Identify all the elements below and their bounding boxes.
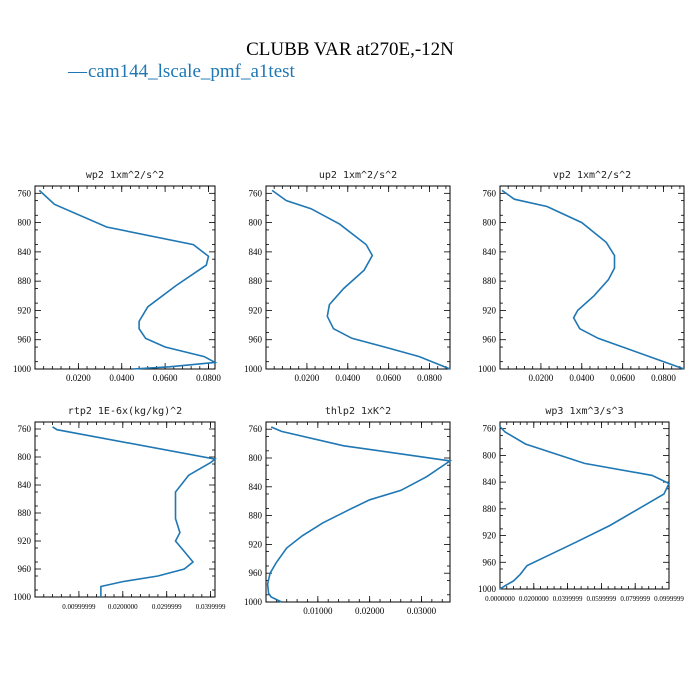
y-tick-label: 920 [18, 536, 32, 546]
subplot-title: rtp2 1E-6x(kg/kg)^2 [68, 406, 182, 417]
x-tick-label: 0.0600 [153, 373, 178, 383]
y-tick-label: 760 [249, 188, 263, 198]
legend: — cam144_lscale_pmf_a1test [67, 61, 296, 82]
y-tick-label: 920 [249, 539, 263, 549]
subplot-grid: wp2 1xm^2/s^2 760 800 840 880 920 960 1000 0.020… [13, 170, 685, 616]
x-tick-label: 0.0000000 [485, 595, 515, 603]
subplot-1: wp2 1xm^2/s^2 760 800 840 880 920 960 1000 0.020… [13, 170, 221, 383]
x-tick-label: 0.0600 [376, 373, 401, 383]
series-line [499, 426, 671, 590]
y-tick-label: 960 [18, 564, 32, 574]
y-tick-label: 1000 [244, 597, 263, 607]
x-tick-label: 0.0200 [295, 373, 320, 383]
plot-frame [499, 421, 670, 590]
y-tick-label: 840 [18, 247, 32, 257]
y-tick-label: 800 [483, 218, 497, 228]
y-tick-label: 1000 [478, 584, 497, 594]
series-line [266, 426, 453, 603]
figure-title: CLUBB VAR at270E,-12N [246, 39, 454, 60]
subplot-5: thlp2 1xK^2 760 800 840 880 920 960 1000 0.01000… [244, 406, 453, 616]
y-tick-label: 760 [249, 424, 263, 434]
plot-frame [265, 185, 451, 370]
y-tick-label: 840 [483, 477, 497, 487]
y-tick-label: 960 [249, 335, 263, 345]
y-tick-label: 880 [249, 511, 263, 521]
plot-frame [34, 421, 216, 598]
y-tick-label: 880 [483, 276, 497, 286]
x-tick-label: 0.0399999 [553, 595, 583, 603]
series-line [52, 426, 217, 597]
y-tick-label: 800 [18, 218, 32, 228]
y-tick-label: 960 [249, 568, 263, 578]
subplot-4: rtp2 1E-6x(kg/kg)^2 760 800 840 880 920 960 100… [13, 406, 226, 611]
subplot-title: thlp2 1xK^2 [325, 406, 391, 417]
y-tick-label: 840 [249, 247, 263, 257]
x-tick-label: 0.0800 [651, 373, 676, 383]
y-tick-label: 880 [18, 276, 32, 286]
subplot-2: up2 1xm^2/s^2 760 800 840 880 920 960 1000 0.020… [244, 170, 451, 383]
legend-marker: — [67, 61, 88, 82]
y-tick-label: 800 [249, 453, 263, 463]
x-tick-label: 0.0800 [417, 373, 442, 383]
series-line [38, 189, 218, 370]
x-tick-label: 0.01000 [303, 606, 333, 616]
x-tick-label: 0.0799999 [620, 595, 650, 603]
x-tick-label: 0.0600 [610, 373, 635, 383]
y-tick-label: 800 [18, 452, 32, 462]
y-tick-label: 760 [483, 424, 497, 434]
x-tick-label: 0.0400 [335, 373, 360, 383]
x-tick-label: 0.0800 [196, 373, 221, 383]
series-line [501, 189, 685, 370]
y-tick-label: 840 [483, 247, 497, 257]
x-tick-label: 0.02000 [355, 606, 385, 616]
y-tick-label: 760 [18, 424, 32, 434]
x-tick-label: 0.0200 [529, 373, 554, 383]
subplot-title: up2 1xm^2/s^2 [319, 170, 397, 181]
subplot-3: vp2 1xm^2/s^2 760 800 840 880 920 960 1000 0.020… [478, 170, 685, 383]
y-tick-label: 1000 [478, 364, 497, 374]
y-tick-label: 840 [249, 482, 263, 492]
x-tick-label: 0.0599999 [587, 595, 617, 603]
y-tick-label: 800 [483, 450, 497, 460]
y-tick-label: 960 [18, 335, 32, 345]
series-line [271, 189, 451, 370]
x-tick-label: 0.0400 [569, 373, 594, 383]
legend-label: cam144_lscale_pmf_a1test [88, 61, 296, 82]
y-tick-label: 1000 [13, 364, 32, 374]
x-tick-label: 0.0399999 [196, 603, 226, 611]
x-tick-label: 0.03000 [407, 606, 437, 616]
y-tick-label: 1000 [244, 364, 263, 374]
y-tick-label: 800 [249, 218, 263, 228]
y-tick-label: 840 [18, 480, 32, 490]
y-tick-label: 960 [483, 557, 497, 567]
y-tick-label: 920 [249, 305, 263, 315]
x-tick-label: 0.0200000 [519, 595, 549, 603]
x-tick-label: 0.0299999 [152, 603, 182, 611]
x-tick-label: 0.0200 [66, 373, 91, 383]
y-tick-label: 920 [18, 305, 32, 315]
y-tick-label: 760 [18, 188, 32, 198]
subplot-title: wp3 1xm^3/s^3 [545, 406, 623, 417]
y-tick-label: 880 [249, 276, 263, 286]
subplot-title: vp2 1xm^2/s^2 [553, 170, 631, 181]
x-tick-label: 0.0999999 [654, 595, 684, 603]
y-tick-label: 960 [483, 335, 497, 345]
y-tick-label: 880 [18, 508, 32, 518]
plot-frame [499, 185, 685, 370]
x-tick-label: 0.0400 [109, 373, 134, 383]
plot-frame [265, 421, 451, 603]
y-tick-label: 1000 [13, 592, 32, 602]
x-tick-label: 0.00999999 [62, 603, 96, 611]
y-tick-label: 760 [483, 188, 497, 198]
subplot-6: wp3 1xm^3/s^3 760 800 840 880 920 960 10000.000… [478, 406, 684, 603]
y-tick-label: 920 [483, 531, 497, 541]
y-tick-label: 920 [483, 305, 497, 315]
subplot-title: wp2 1xm^2/s^2 [86, 170, 164, 181]
x-tick-label: 0.0200000 [108, 603, 138, 611]
y-tick-label: 880 [483, 504, 497, 514]
plot-frame [34, 185, 216, 370]
